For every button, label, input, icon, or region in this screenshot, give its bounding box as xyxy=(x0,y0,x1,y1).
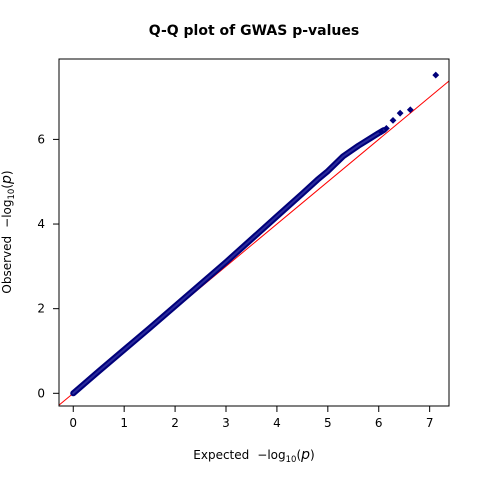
data-point xyxy=(382,125,390,132)
y-axis: 0 2 4 6 xyxy=(37,132,59,400)
y-axis-label-fn: log xyxy=(0,200,14,218)
data-point xyxy=(389,116,397,124)
y-tick-label: 4 xyxy=(37,217,45,231)
x-axis-label: Expected −log10(p) xyxy=(193,447,314,465)
data-point xyxy=(377,128,385,136)
y-axis-label-var: p xyxy=(0,175,15,185)
x-axis-label-var: p xyxy=(300,447,310,463)
x-tick-label: 5 xyxy=(324,416,332,430)
y-axis-label: Observed−log10(p) xyxy=(0,170,17,293)
data-point xyxy=(432,71,440,79)
x-tick-label: 0 xyxy=(69,416,77,430)
x-tick-label: 2 xyxy=(171,416,179,430)
y-tick-label: 6 xyxy=(37,132,45,146)
y-tick-label: 0 xyxy=(37,386,45,400)
x-tick-label: 3 xyxy=(222,416,230,430)
x-axis-label-prefix: Expected xyxy=(193,448,249,462)
x-axis-label-fn: log xyxy=(267,448,285,462)
y-axis-label-sub: 10 xyxy=(7,189,17,200)
y-axis-label-prefix: Observed xyxy=(0,236,14,294)
plot-frame xyxy=(58,58,450,407)
plot-area xyxy=(58,71,450,406)
y-tick-label: 2 xyxy=(37,302,45,316)
chart-title: Q-Q plot of GWAS p-values xyxy=(149,23,359,39)
x-tick-label: 1 xyxy=(120,416,128,430)
x-axis: 0 1 2 3 4 5 6 7 xyxy=(69,406,433,430)
data-point xyxy=(406,106,414,114)
y-axis-label-minus: − xyxy=(0,218,14,228)
x-axis-label-sub: 10 xyxy=(286,455,297,465)
x-axis-label-minus: − xyxy=(257,448,267,462)
x-tick-label: 7 xyxy=(426,416,434,430)
x-tick-label: 4 xyxy=(273,416,281,430)
x-tick-label: 6 xyxy=(375,416,383,430)
data-band-inner xyxy=(72,129,385,395)
data-points xyxy=(377,71,440,136)
data-point xyxy=(396,109,404,117)
